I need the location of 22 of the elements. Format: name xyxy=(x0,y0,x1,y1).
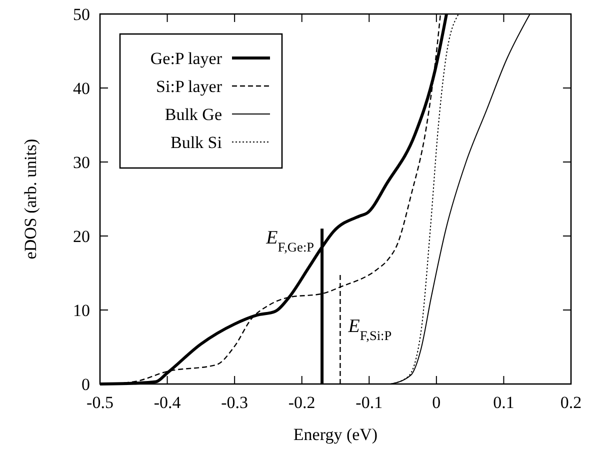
legend-label: Si:P layer xyxy=(156,77,222,96)
x-tick-label: -0.3 xyxy=(221,393,248,412)
y-tick-label: 20 xyxy=(73,227,90,246)
annotation: E$_{F,Si:P}$ xyxy=(347,316,392,343)
y-tick-label: 10 xyxy=(73,301,90,320)
x-tick-label: 0 xyxy=(432,393,441,412)
y-tick-label: 40 xyxy=(73,79,90,98)
annotation: E$_{F,Ge:P}$ xyxy=(265,227,314,254)
x-tick-label: -0.2 xyxy=(288,393,316,412)
y-tick-label: 30 xyxy=(73,153,90,172)
x-tick-label: -0.5 xyxy=(86,393,114,412)
x-tick-label: -0.4 xyxy=(154,393,182,412)
x-tick-label: 0.2 xyxy=(560,393,582,412)
legend-label: Bulk Ge xyxy=(164,105,222,124)
x-tick-label: 0.1 xyxy=(493,393,514,412)
legend-label: Bulk Si xyxy=(170,133,222,152)
legend-label: Ge:P layer xyxy=(150,49,222,68)
y-axis-title: eDOS (arb. units) xyxy=(21,138,40,260)
y-tick-label: 50 xyxy=(73,5,90,24)
x-axis-title: Energy (eV) xyxy=(293,425,378,444)
y-tick-label: 0 xyxy=(82,375,90,394)
x-tick-label: -0.1 xyxy=(356,393,383,412)
